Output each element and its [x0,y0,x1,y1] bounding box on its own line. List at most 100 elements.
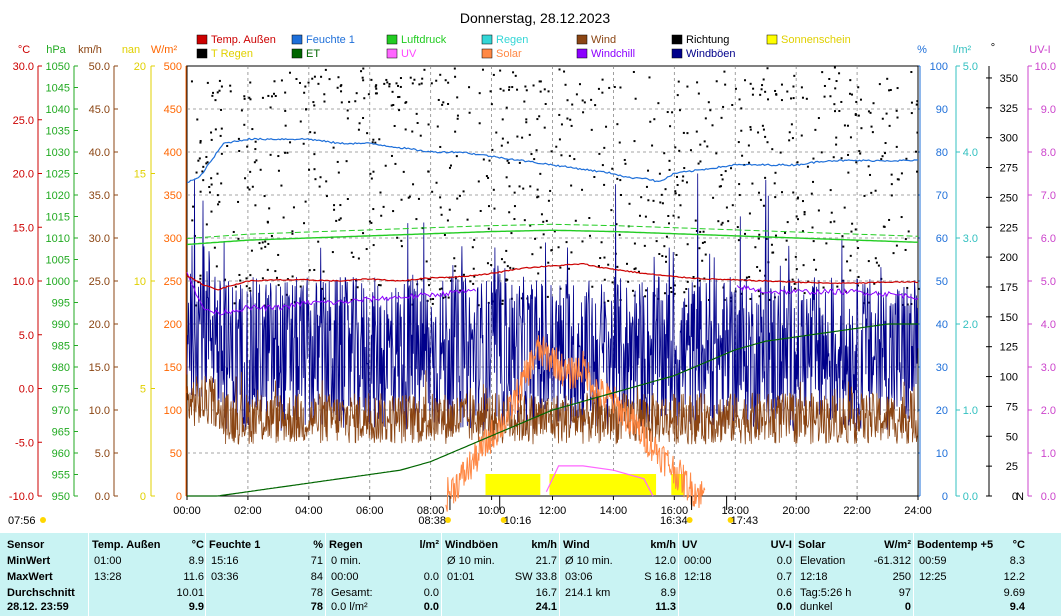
direction-point [825,242,828,245]
direction-point [664,188,667,191]
direction-point [499,87,502,90]
direction-point [199,141,202,144]
direction-point [906,303,909,306]
direction-point [198,157,201,160]
direction-point [860,127,863,130]
direction-point [874,189,877,192]
direction-point [284,151,287,154]
direction-point [736,226,739,229]
direction-point [610,209,613,212]
direction-point [542,220,545,223]
x-tick-label: 04:00 [295,505,323,517]
direction-point [495,131,498,134]
direction-point [875,261,878,264]
direction-point [266,268,269,271]
direction-point [720,223,723,226]
solar-tick-label: 350 [164,190,182,202]
temp-tick-label: -10.0 [9,491,34,503]
direction-point [697,162,700,165]
humidity-tick-label: 60 [936,233,948,245]
marker-label-prev: 07:56 [8,515,36,527]
direction-point [791,137,794,140]
direction-point [883,225,886,228]
rainrate-unit: nan [122,44,140,56]
direction-point [420,82,423,85]
gust-line [186,173,919,432]
direction-point [486,262,489,265]
pressure-tick-label: 1025 [46,169,70,181]
direction-point [238,150,241,153]
direction-point [505,249,508,252]
direction-point [673,284,676,287]
direction-point [546,295,549,298]
direction-point [523,219,526,222]
direction-point [628,202,631,205]
direction-point [832,156,835,159]
direction-point [829,189,832,192]
solar-tick-label: 50 [170,448,182,460]
legend-label: UV [401,48,417,60]
direction-point [439,73,442,76]
direction-point [722,105,725,108]
direction-point [618,141,621,144]
direction-point [539,246,542,249]
direction-point [842,279,845,282]
pressure-unit: hPa [46,44,66,56]
direction-point [842,245,845,248]
direction-point [447,81,450,84]
direction-point [197,159,200,162]
direction-point [263,195,266,198]
direction-point [202,179,205,182]
direction-point [415,218,418,221]
humidity-tick-label: 80 [936,147,948,159]
direction-point [669,125,672,128]
pressure-tick-label: 950 [52,491,70,503]
direction-point [391,90,394,93]
direction-point [670,291,673,294]
direction-point [652,221,655,224]
direction-point [676,175,679,178]
direction-point [590,128,593,131]
sun-marker-icon [444,517,451,523]
direction-point [638,214,641,217]
direction-point [528,133,531,136]
direction-point [608,86,611,89]
rainrate-tick-label: 10 [134,276,146,288]
direction-point [430,82,433,85]
direction-point [847,171,850,174]
direction-point [910,71,913,74]
direction-point [229,90,232,93]
direction-point [211,94,214,97]
direction-point [220,127,223,130]
direction-point [619,179,622,182]
direction-point [633,268,636,271]
direction-point [699,160,702,163]
legend-swatch [196,48,208,59]
direction-point [537,195,540,198]
direction-point [210,138,213,141]
pressure-tick-label: 955 [52,470,70,482]
direction-point [760,88,763,91]
direction-point [765,237,768,240]
x-tick-label: 22:00 [843,505,871,517]
direction-point [811,226,814,229]
direction-point [761,292,764,295]
direction-point [724,83,727,86]
direction-point [623,158,626,161]
direction-point [724,170,727,173]
direction-point [764,135,767,138]
direction-point [308,168,311,171]
uv-tick-label: 5.0 [1041,276,1056,288]
pressure-tick-label: 1030 [46,147,70,159]
direction-point [441,103,444,106]
stats-cell-time: 12:18 [684,571,712,583]
direction-point [737,239,740,242]
uv-tick-label: 0.0 [1041,491,1056,503]
direction-point [372,138,375,141]
direction-point [206,81,209,84]
direction-point [491,148,494,151]
direction-point [849,79,852,82]
direction-point [354,100,357,103]
direction-point [274,270,277,273]
legend-label: Feuchte 1 [306,34,355,46]
